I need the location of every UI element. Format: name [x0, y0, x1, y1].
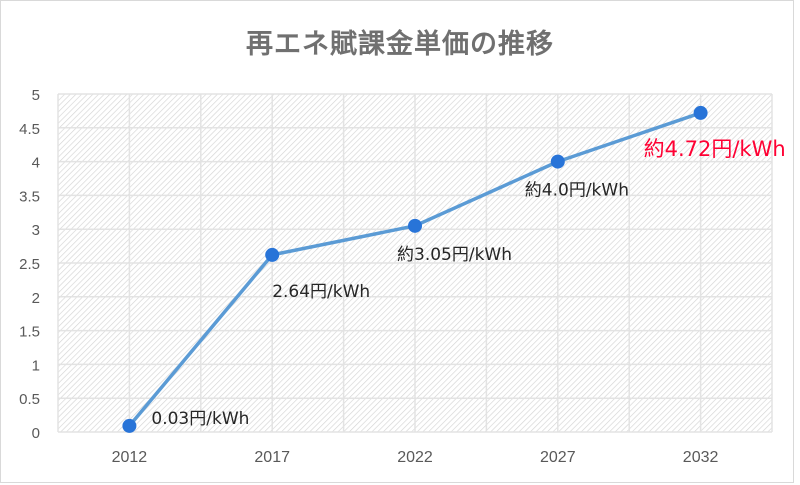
data-label: 2.64円/kWh	[272, 282, 370, 302]
chart-title: 再エネ賦課金単価の推移	[246, 29, 554, 60]
data-point	[408, 218, 422, 233]
data-label: 0.03円/kWh	[151, 409, 249, 429]
data-label: 約3.05円/kWh	[397, 245, 512, 265]
y-tick-label: 4	[32, 155, 40, 172]
data-point	[265, 247, 280, 262]
y-tick-label: 0.5	[19, 391, 40, 408]
x-tick-label: 2027	[540, 449, 576, 466]
y-tick-label: 1.5	[19, 324, 40, 341]
data-label: 約4.0円/kWh	[525, 181, 629, 201]
data-point	[122, 418, 137, 433]
data-label: 約4.72円/kWh	[644, 137, 786, 161]
x-tick-label: 2012	[112, 449, 148, 466]
y-tick-label: 3.5	[19, 188, 40, 205]
y-tick-label: 3	[32, 222, 40, 239]
y-tick-label: 2	[32, 290, 40, 307]
x-tick-label: 2032	[683, 449, 719, 466]
y-tick-label: 2.5	[19, 256, 40, 273]
y-tick-label: 1	[32, 357, 40, 374]
x-tick-label: 2017	[254, 449, 290, 466]
y-tick-label: 0	[32, 425, 40, 442]
x-tick-label: 2022	[397, 449, 433, 466]
y-tick-label: 5	[32, 87, 40, 104]
y-tick-label: 4.5	[19, 121, 40, 138]
data-point	[693, 105, 708, 120]
data-point	[550, 154, 565, 169]
